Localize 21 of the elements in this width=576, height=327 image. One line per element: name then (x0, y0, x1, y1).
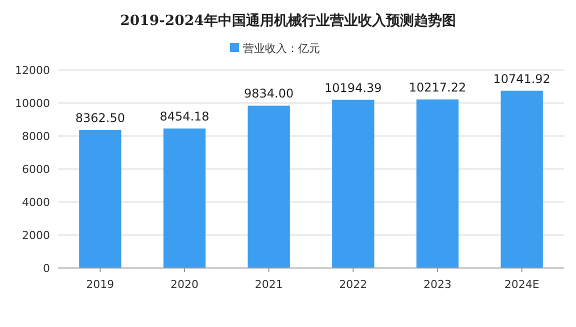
x-tick-label: 2019 (86, 278, 114, 291)
text: 8454.18 (160, 110, 210, 124)
x-tick-label: 2022 (339, 278, 368, 291)
x-tick-label: 2023 (424, 278, 452, 291)
y-tick-label: 12000 (15, 64, 50, 77)
x-tick-label: 2020 (170, 278, 198, 291)
y-tick-label: 4000 (22, 196, 50, 209)
y-tick-label: 10000 (15, 96, 50, 110)
text: 8362.50 (75, 111, 125, 126)
y-tick-label: 0 (43, 262, 50, 275)
x-tick-label: 2021 (254, 278, 283, 291)
text: 10741.92 (493, 72, 550, 86)
chart-title: 2019-2024年中国通用机械行业营业收入预测趋势图 (120, 12, 456, 29)
y-tick-label: 8000 (22, 130, 50, 143)
legend-label: 营业收入：亿元 (243, 42, 320, 55)
y-tick-label: 2000 (22, 228, 50, 242)
text: 9834.00 (244, 86, 294, 101)
text: 10194.39 (324, 80, 382, 95)
text: 10217.22 (408, 80, 466, 94)
y-tick-label: 6000 (22, 162, 50, 176)
x-tick-label: 2024E (504, 278, 540, 291)
